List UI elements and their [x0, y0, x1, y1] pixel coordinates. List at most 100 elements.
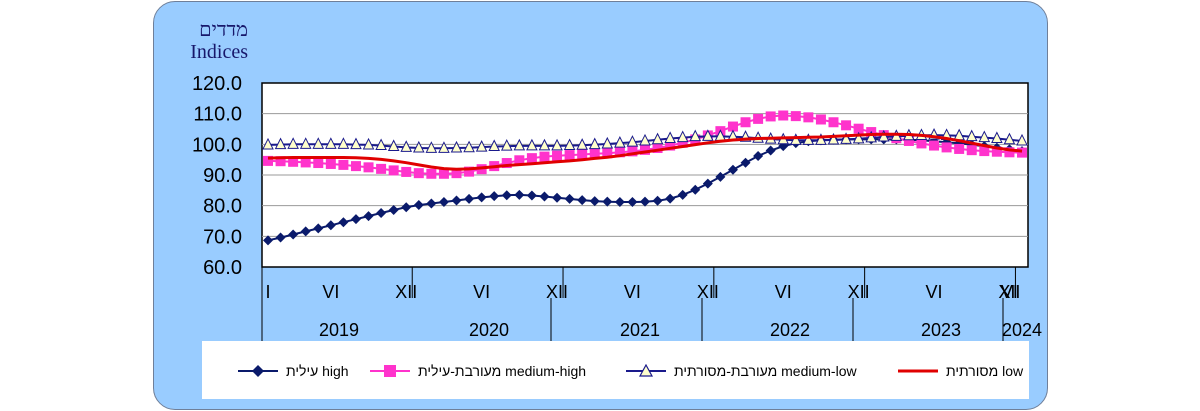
- point-high: [589, 196, 600, 207]
- y-tick-label: 70.0: [203, 226, 242, 248]
- year-label: 2022: [770, 320, 810, 340]
- point-medium_high: [526, 153, 537, 164]
- legend-item-low: מסורתית low: [892, 362, 1023, 380]
- point-medium_low: [463, 140, 475, 153]
- point-medium_high: [363, 162, 374, 173]
- point-medium_low: [312, 137, 325, 149]
- series-line-low: [267, 132, 1023, 171]
- y-tick-label: 90.0: [203, 165, 242, 187]
- x-month-label: VI: [624, 282, 641, 302]
- point-medium_high: [275, 156, 286, 167]
- point-medium_high: [413, 168, 424, 179]
- point-medium_high: [313, 158, 324, 169]
- point-medium_high: [300, 157, 311, 168]
- point-medium_low: [827, 132, 840, 145]
- point-medium_high: [828, 117, 839, 128]
- point-medium_low: [601, 136, 614, 149]
- point-high: [451, 195, 462, 206]
- point-medium_high: [753, 113, 764, 124]
- point-medium_low: [865, 130, 878, 143]
- point-high: [690, 184, 701, 195]
- point-high: [753, 150, 764, 161]
- point-medium_low: [488, 139, 501, 151]
- point-medium_low: [400, 140, 413, 152]
- point-medium_low: [1016, 133, 1028, 146]
- point-medium_low: [840, 132, 852, 144]
- point-medium_low: [664, 131, 676, 144]
- point-high: [501, 190, 512, 201]
- point-medium_low: [362, 137, 375, 150]
- y-tick-label: 100.0: [192, 134, 242, 156]
- point-medium_low: [513, 138, 526, 151]
- legend-item-medium-high: מעורבת-עילית medium-high: [364, 362, 586, 380]
- point-high: [614, 196, 625, 207]
- point-medium_high: [514, 155, 525, 166]
- legend-label-high: עילית high: [286, 363, 349, 379]
- point-medium_high: [778, 110, 789, 121]
- point-high: [363, 211, 374, 222]
- point-medium_high: [451, 168, 462, 179]
- point-medium_low: [978, 130, 991, 143]
- point-high: [765, 145, 776, 156]
- x-month-label: XII: [546, 282, 568, 302]
- point-medium_low: [965, 129, 978, 142]
- point-high: [388, 204, 399, 215]
- point-medium_high: [614, 147, 625, 158]
- point-medium_high: [790, 111, 801, 122]
- point-medium_low: [852, 131, 865, 144]
- point-medium_low: [538, 138, 551, 151]
- point-high: [300, 226, 311, 237]
- point-medium_low: [387, 139, 400, 151]
- legend-swatch-low: [898, 369, 938, 373]
- point-medium_high: [388, 165, 399, 176]
- point-medium_high: [602, 148, 613, 159]
- point-high: [602, 196, 613, 207]
- point-medium_low: [526, 138, 538, 151]
- y-tick-label: 120.0: [192, 73, 242, 95]
- point-high: [489, 191, 500, 202]
- point-medium_low: [802, 133, 815, 145]
- series-layer: [262, 110, 1028, 246]
- point-high: [288, 229, 299, 240]
- point-high: [401, 202, 412, 213]
- point-medium_high: [589, 148, 600, 159]
- point-high: [350, 214, 361, 225]
- point-medium_low: [576, 138, 588, 150]
- point-high: [640, 196, 650, 207]
- point-high: [325, 220, 336, 231]
- x-month-label: VI: [322, 282, 339, 302]
- x-month-label: VI: [1001, 282, 1018, 302]
- point-medium_low: [551, 138, 563, 151]
- point-medium_high: [539, 151, 550, 162]
- legend-swatch-medium-high: [370, 365, 410, 377]
- point-high: [376, 208, 387, 219]
- point-high: [564, 193, 575, 204]
- point-medium_high: [765, 111, 776, 122]
- legend-label-medium-low: מעורבת-מסורתית medium-low: [674, 363, 857, 379]
- y-tick-label: 80.0: [203, 196, 242, 218]
- point-medium_high: [552, 150, 563, 161]
- year-label: 2020: [469, 320, 509, 340]
- point-medium_high: [652, 143, 663, 154]
- point-high: [426, 198, 437, 209]
- point-medium_low: [274, 137, 287, 150]
- point-medium_low: [702, 129, 714, 141]
- year-label: 2021: [620, 320, 660, 340]
- point-medium_high: [263, 155, 273, 166]
- point-medium_high: [979, 146, 990, 157]
- point-medium_low: [639, 133, 651, 146]
- point-high: [476, 192, 487, 203]
- point-medium_low: [337, 137, 350, 149]
- point-medium_low: [991, 131, 1003, 144]
- legend: עילית high מעורבת-עילית medium-high מעור…: [202, 341, 1029, 399]
- point-high: [702, 178, 713, 189]
- title-hebrew: מדדים: [199, 19, 248, 41]
- point-high: [338, 217, 349, 228]
- point-medium_low: [500, 139, 513, 151]
- point-medium_low: [789, 133, 802, 145]
- point-medium_low: [1003, 132, 1016, 145]
- point-medium_low: [262, 137, 274, 150]
- year-label: 2023: [921, 320, 961, 340]
